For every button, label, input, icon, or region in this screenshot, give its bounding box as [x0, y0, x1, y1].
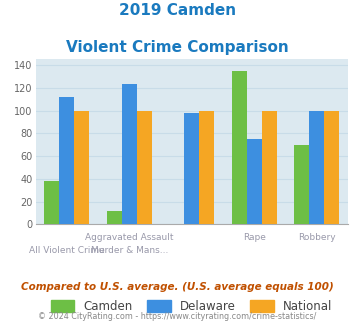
Legend: Camden, Delaware, National: Camden, Delaware, National [51, 300, 333, 313]
Text: Murder & Mans...: Murder & Mans... [91, 246, 168, 255]
Text: All Violent Crime: All Violent Crime [29, 246, 105, 255]
Text: 2019 Camden: 2019 Camden [119, 3, 236, 18]
Text: Rape: Rape [243, 233, 266, 242]
Bar [74, 111, 89, 224]
Text: Compared to U.S. average. (U.S. average equals 100): Compared to U.S. average. (U.S. average … [21, 282, 334, 292]
Text: © 2024 CityRating.com - https://www.cityrating.com/crime-statistics/: © 2024 CityRating.com - https://www.city… [38, 312, 317, 321]
Text: Aggravated Assault: Aggravated Assault [85, 233, 174, 242]
Bar [309, 111, 324, 224]
Bar [262, 111, 277, 224]
Bar [44, 181, 59, 224]
Bar [184, 113, 199, 224]
Bar [122, 84, 137, 224]
Bar [199, 111, 214, 224]
Bar [59, 97, 74, 224]
Bar [324, 111, 339, 224]
Text: Violent Crime Comparison: Violent Crime Comparison [66, 40, 289, 54]
Bar [247, 139, 262, 224]
Bar [137, 111, 152, 224]
Bar [107, 211, 122, 224]
Bar [232, 71, 247, 224]
Bar [294, 145, 309, 224]
Text: Robbery: Robbery [298, 233, 335, 242]
